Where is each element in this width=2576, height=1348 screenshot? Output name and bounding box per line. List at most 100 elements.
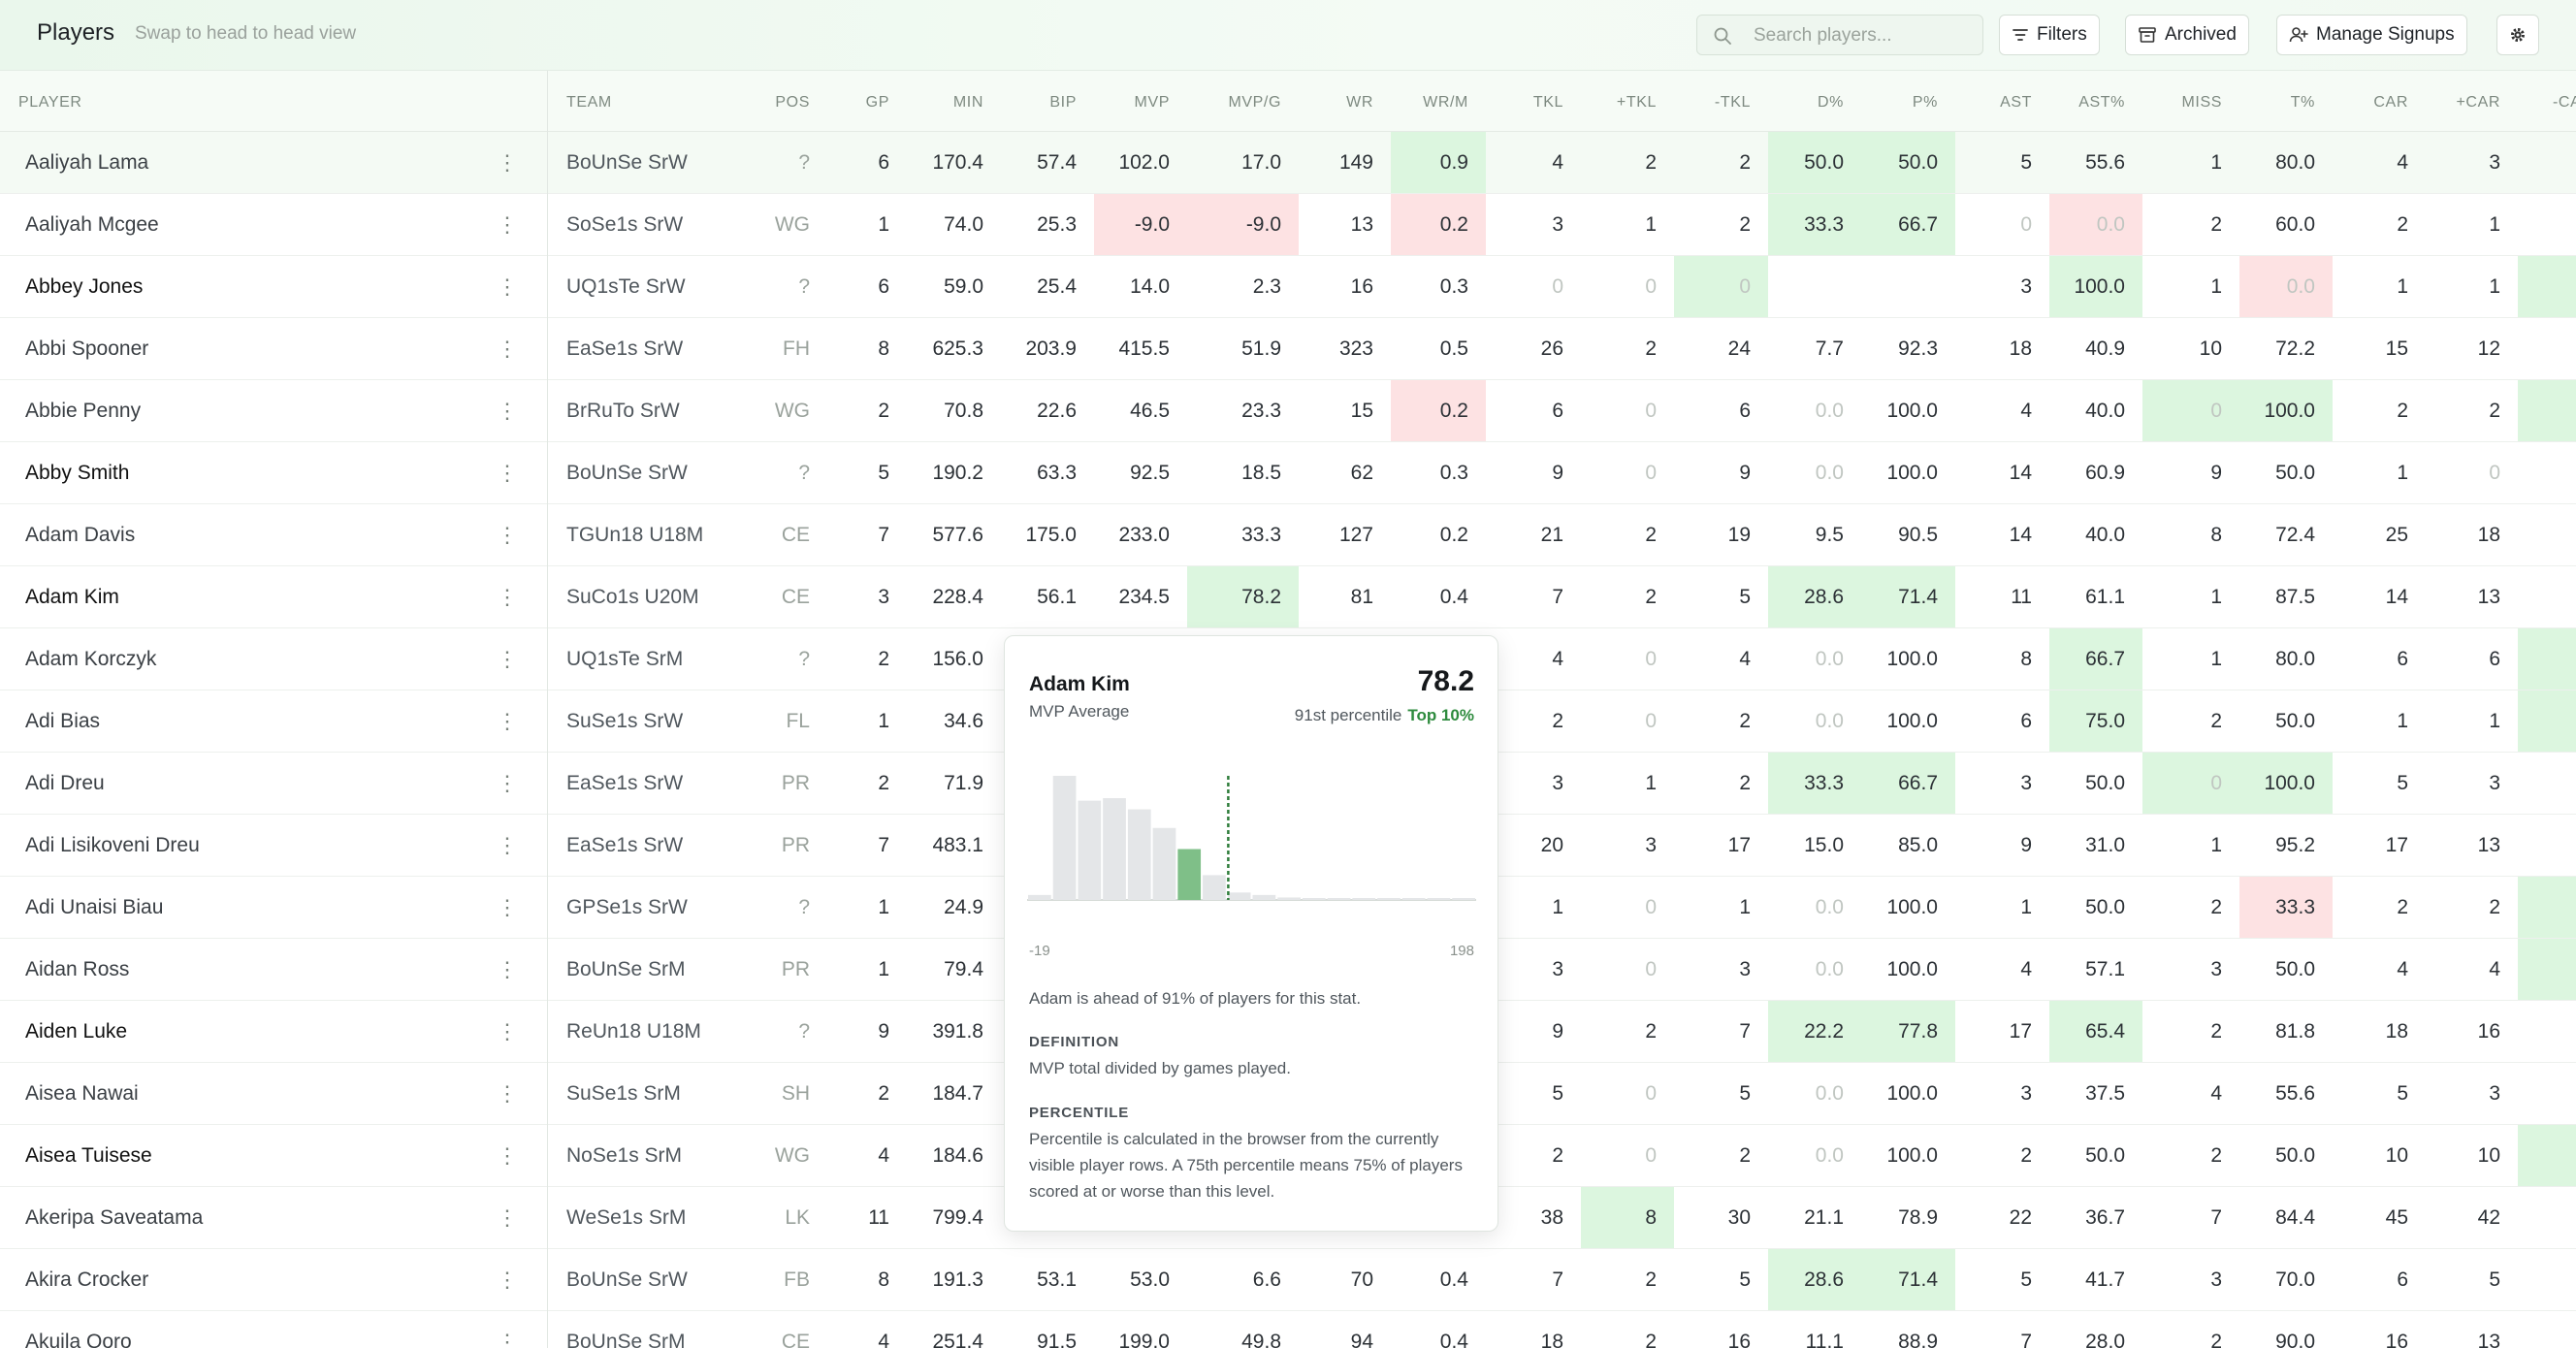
stat-cell-d[interactable]: 9.5: [1815, 524, 1844, 546]
stat-cell-bip[interactable]: 56.1: [1037, 586, 1077, 608]
stat-cell-tkl[interactable]: 20: [1540, 834, 1563, 856]
table-row[interactable]: Akuila Qoro ⋮ BoUnSe SrM CE 4 251.4 91.5 199.0 4…: [0, 1311, 2576, 1348]
stat-cell-ast[interactable]: 4: [2020, 400, 2032, 422]
stat-cell-miss[interactable]: 10: [2199, 337, 2222, 360]
stat-cell-ca[interactable]: [2518, 504, 2576, 565]
player-name[interactable]: Adi Dreu: [25, 772, 105, 794]
stat-cell-d[interactable]: 0.0: [1815, 400, 1844, 422]
stat-cell-tkl[interactable]: 2: [1645, 1268, 1657, 1291]
stat-cell-gp[interactable]: 1: [878, 213, 889, 236]
stat-cell-d[interactable]: 22.2: [1768, 1001, 1861, 1062]
stat-cell-ast[interactable]: 0.0: [2049, 194, 2142, 255]
stat-cell-min[interactable]: 74.0: [944, 213, 983, 236]
stat-cell-mvp-g[interactable]: 17.0: [1241, 151, 1281, 174]
stat-cell-p[interactable]: 77.8: [1861, 1001, 1955, 1062]
stat-cell-ast[interactable]: 18: [2009, 337, 2032, 360]
stat-cell-d[interactable]: 28.6: [1768, 566, 1861, 627]
stat-cell-miss[interactable]: 1: [2210, 151, 2222, 174]
stat-cell-d[interactable]: 7.7: [1815, 337, 1844, 360]
swap-view-link[interactable]: Swap to head to head view: [135, 23, 357, 44]
stat-cell-car[interactable]: 5: [2397, 1082, 2408, 1105]
player-name[interactable]: Adam Korczyk: [25, 648, 157, 670]
stat-cell-ast[interactable]: 11: [2011, 586, 2032, 608]
stat-cell-d[interactable]: 33.3: [1768, 194, 1861, 255]
stat-cell-d[interactable]: 0.0: [1815, 958, 1844, 980]
stat-cell-t[interactable]: 80.0: [2275, 648, 2315, 670]
stat-cell-car[interactable]: 2: [2489, 896, 2500, 918]
stat-cell-miss[interactable]: 2: [2210, 1144, 2222, 1167]
stat-cell-tkl[interactable]: 2: [1645, 1020, 1657, 1043]
stat-cell-wr-m[interactable]: 0.4: [1439, 586, 1468, 608]
stat-cell-ast[interactable]: 66.7: [2049, 628, 2142, 690]
stat-cell-tkl[interactable]: 26: [1540, 337, 1563, 360]
stat-cell-tkl[interactable]: 3: [1552, 772, 1563, 794]
stat-cell-tkl[interactable]: 30: [1727, 1206, 1751, 1229]
stat-cell-mvp-g[interactable]: 51.9: [1241, 337, 1281, 360]
stat-cell-mvp-g[interactable]: 18.5: [1241, 462, 1281, 484]
row-menu-icon[interactable]: ⋮: [497, 1143, 518, 1168]
stat-cell-mvp[interactable]: 234.5: [1118, 586, 1170, 608]
stat-cell-tkl[interactable]: 0: [1645, 710, 1657, 732]
stat-cell-ast[interactable]: 57.1: [2085, 958, 2125, 980]
stat-cell-t[interactable]: 84.4: [2275, 1206, 2315, 1229]
stat-cell-ast[interactable]: 4: [2020, 958, 2032, 980]
stat-cell-bip[interactable]: 57.4: [1037, 151, 1077, 174]
stat-cell-tkl[interactable]: 0: [1645, 462, 1657, 484]
stat-cell-t[interactable]: 55.6: [2275, 1082, 2315, 1105]
stat-cell-miss[interactable]: 8: [2210, 524, 2222, 546]
stat-cell-p[interactable]: [1861, 256, 1955, 317]
stat-cell-car[interactable]: 42: [2477, 1206, 2500, 1229]
column-header-miss[interactable]: MISS: [2181, 94, 2222, 111]
stat-cell-p[interactable]: 50.0: [1861, 132, 1955, 193]
stat-cell-d[interactable]: 0.0: [1815, 1082, 1844, 1105]
table-row[interactable]: Akeripa Saveatama ⋮ WeSe1s SrM LK 11 799.4 38 8…: [0, 1187, 2576, 1249]
stat-cell-ast[interactable]: 55.6: [2085, 151, 2125, 174]
table-row[interactable]: Aaliyah Lama ⋮ BoUnSe SrW? 6 170.4 57.4 102.0 1…: [0, 132, 2576, 194]
stat-cell-bip[interactable]: 25.4: [1037, 275, 1077, 298]
stat-cell-wr-m[interactable]: 0.3: [1439, 275, 1468, 298]
table-row[interactable]: Adam Davis ⋮ TGUn18 U18M CE 7 577.6 175.0 233.0…: [0, 504, 2576, 566]
stat-cell-car[interactable]: 13: [2477, 834, 2500, 856]
stat-cell-ast[interactable]: 40.0: [2085, 524, 2125, 546]
stat-cell-ast[interactable]: 50.0: [2085, 772, 2125, 794]
stat-cell-p[interactable]: 100.0: [1886, 1144, 1938, 1167]
stat-cell-ast[interactable]: 7: [2020, 1331, 2032, 1348]
player-name[interactable]: Abbi Spooner: [25, 337, 149, 360]
stat-cell-car[interactable]: 10: [2477, 1144, 2500, 1167]
stat-cell-bip[interactable]: 25.3: [1037, 213, 1077, 236]
stat-cell-wr[interactable]: 94: [1350, 1331, 1373, 1348]
column-header-car[interactable]: CAR: [2373, 94, 2408, 111]
stat-cell-t[interactable]: 70.0: [2275, 1268, 2315, 1291]
stat-cell-ca[interactable]: [2518, 1249, 2576, 1310]
row-menu-icon[interactable]: ⋮: [497, 833, 518, 857]
stat-cell-ast[interactable]: 50.0: [2085, 896, 2125, 918]
player-name[interactable]: Adi Unaisi Biau: [25, 896, 164, 918]
stat-cell-p[interactable]: 66.7: [1861, 194, 1955, 255]
stat-cell-mvp-g[interactable]: 33.3: [1241, 524, 1281, 546]
player-name[interactable]: Aisea Nawai: [25, 1082, 139, 1105]
row-menu-icon[interactable]: ⋮: [497, 771, 518, 795]
stat-cell-p[interactable]: 100.0: [1886, 1082, 1938, 1105]
stat-cell-t[interactable]: 50.0: [2275, 1144, 2315, 1167]
stat-cell-car[interactable]: 1: [2397, 710, 2408, 732]
row-menu-icon[interactable]: ⋮: [497, 523, 518, 547]
stat-cell-d[interactable]: 33.3: [1768, 753, 1861, 814]
stat-cell-miss[interactable]: 2: [2210, 213, 2222, 236]
stat-cell-p[interactable]: 85.0: [1898, 834, 1938, 856]
stat-cell-tkl[interactable]: 2: [1739, 151, 1751, 174]
row-menu-icon[interactable]: ⋮: [497, 1019, 518, 1043]
stat-cell-tkl[interactable]: 2: [1552, 1144, 1563, 1167]
table-row[interactable]: Abby Smith ⋮ BoUnSe SrW? 5 190.2 63.3 92.5 18.5…: [0, 442, 2576, 504]
stat-cell-tkl[interactable]: 7: [1552, 586, 1563, 608]
stat-cell-ca[interactable]: [2518, 442, 2576, 503]
stat-cell-ast[interactable]: 5: [2020, 1268, 2032, 1291]
player-name[interactable]: Akira Crocker: [25, 1268, 149, 1291]
stat-cell-t[interactable]: 72.4: [2275, 524, 2315, 546]
player-name[interactable]: Abby Smith: [25, 462, 130, 484]
stat-cell-ast[interactable]: 75.0: [2049, 690, 2142, 752]
stat-cell-t[interactable]: 87.5: [2275, 586, 2315, 608]
stat-cell-ast[interactable]: 6: [2020, 710, 2032, 732]
stat-cell-gp[interactable]: 1: [878, 958, 889, 980]
stat-cell-car[interactable]: 3: [2489, 151, 2500, 174]
stat-cell-mvp-g[interactable]: 6.6: [1252, 1268, 1281, 1291]
